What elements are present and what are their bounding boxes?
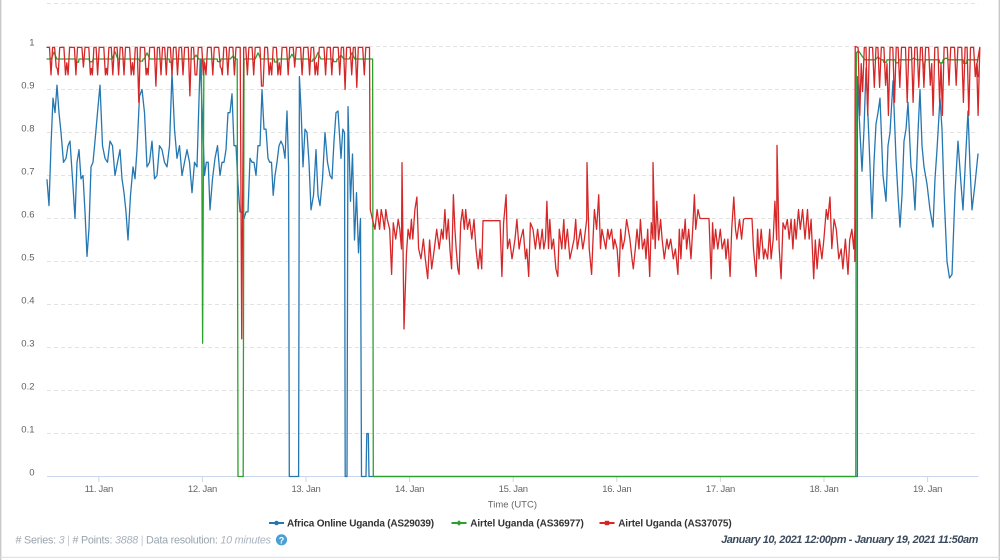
svg-text:17. Jan: 17. Jan [706,484,735,495]
svg-text:16. Jan: 16. Jan [602,484,631,495]
svg-text:11. Jan: 11. Jan [85,484,113,495]
svg-text:19. Jan: 19. Jan [913,484,942,495]
svg-text:?: ? [279,535,285,545]
svg-text:13. Jan: 13. Jan [291,484,320,495]
svg-text:0.2: 0.2 [21,381,34,392]
svg-text:Airtel Uganda (AS37075): Airtel Uganda (AS37075) [618,518,731,529]
svg-text:January 10, 2021 12:00pm - Jan: January 10, 2021 12:00pm - January 19, 2… [721,534,979,546]
svg-text:0.7: 0.7 [21,166,34,177]
svg-text:0.3: 0.3 [21,338,34,349]
svg-text:Airtel Uganda (AS36977): Airtel Uganda (AS36977) [470,518,583,529]
svg-text:0.1: 0.1 [21,424,34,435]
svg-text:0.5: 0.5 [21,252,34,263]
svg-text:15. Jan: 15. Jan [499,484,528,495]
svg-text:1: 1 [29,37,34,48]
svg-text:Africa Online Uganda (AS29039): Africa Online Uganda (AS29039) [287,518,434,529]
svg-text:# Series: 3 | # Points: 3888 |: # Series: 3 | # Points: 3888 | Data reso… [16,535,272,547]
svg-text:0.8: 0.8 [21,123,34,134]
svg-text:Time (UTC): Time (UTC) [488,500,537,511]
svg-text:12. Jan: 12. Jan [188,484,217,495]
svg-text:0.9: 0.9 [21,80,34,91]
svg-text:0.6: 0.6 [21,209,34,220]
svg-text:14. Jan: 14. Jan [395,484,424,495]
svg-text:0: 0 [29,467,34,478]
svg-text:18. Jan: 18. Jan [809,484,838,495]
svg-text:0.4: 0.4 [21,295,34,306]
